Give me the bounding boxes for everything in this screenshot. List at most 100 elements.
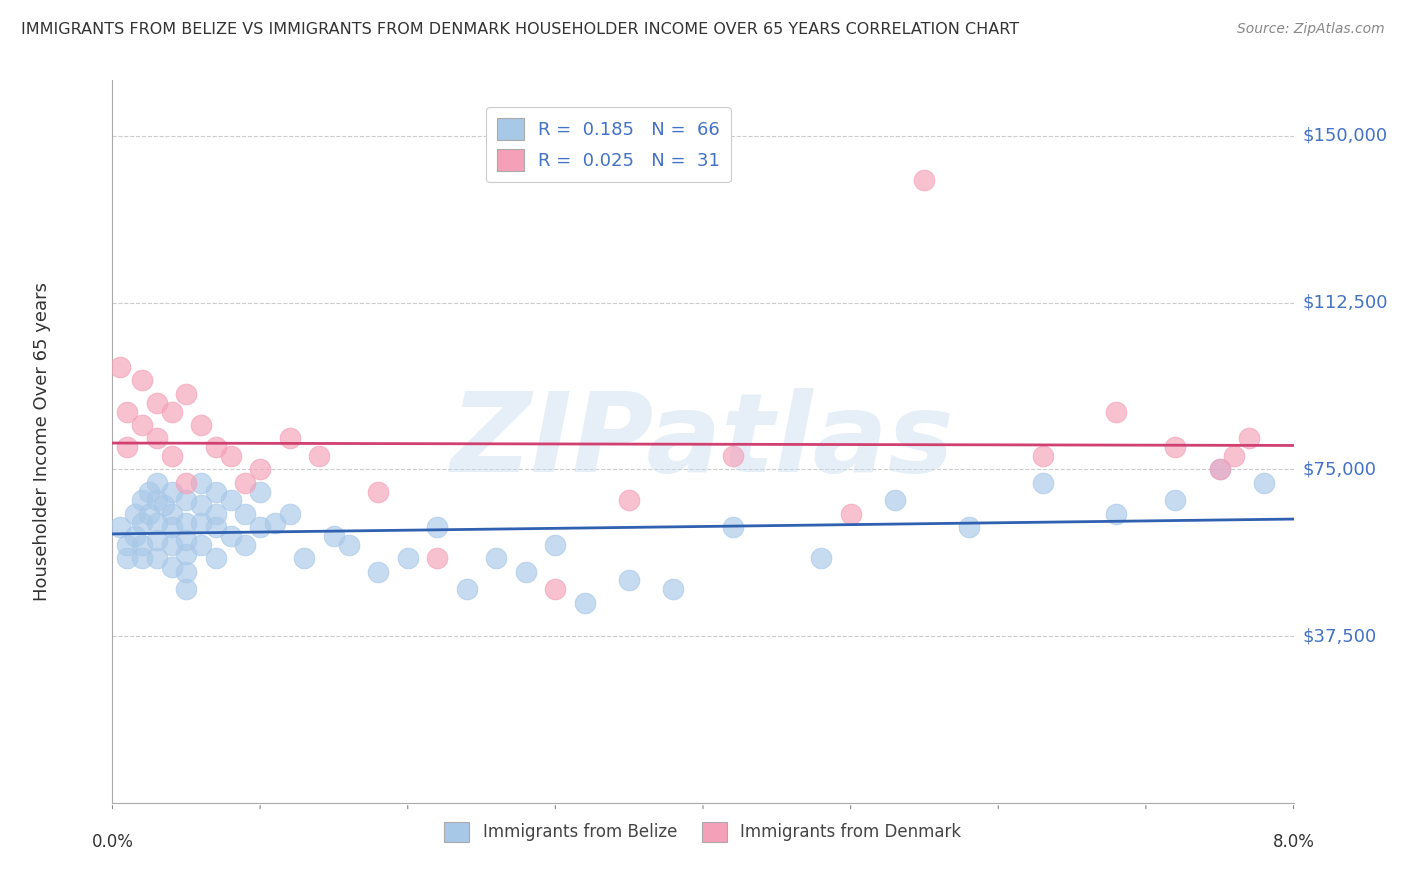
Point: [721, 520, 744, 534]
Point: [1164, 440, 1187, 454]
Point: [146, 551, 169, 566]
Point: [278, 507, 301, 521]
Point: [160, 520, 183, 534]
Point: [131, 373, 153, 387]
Point: [131, 538, 153, 552]
Point: [205, 440, 228, 454]
Point: [485, 551, 508, 566]
Text: Source: ZipAtlas.com: Source: ZipAtlas.com: [1237, 22, 1385, 37]
Point: [160, 507, 183, 521]
Point: [264, 516, 287, 530]
Point: [174, 547, 197, 561]
Point: [108, 520, 131, 534]
Point: [205, 551, 228, 566]
Point: [117, 440, 138, 454]
Text: IMMIGRANTS FROM BELIZE VS IMMIGRANTS FROM DENMARK HOUSEHOLDER INCOME OVER 65 YEA: IMMIGRANTS FROM BELIZE VS IMMIGRANTS FRO…: [21, 22, 1019, 37]
Point: [1239, 431, 1261, 445]
Point: [1032, 475, 1054, 490]
Point: [146, 431, 169, 445]
Text: 8.0%: 8.0%: [1272, 833, 1315, 851]
Point: [117, 538, 138, 552]
Point: [249, 484, 271, 499]
Point: [396, 551, 419, 566]
Point: [662, 582, 685, 597]
Point: [146, 533, 169, 548]
Point: [174, 493, 197, 508]
Point: [160, 449, 183, 463]
Point: [117, 551, 138, 566]
Point: [1032, 449, 1054, 463]
Point: [1105, 404, 1128, 418]
Text: ZIPatlas: ZIPatlas: [451, 388, 955, 495]
Point: [205, 484, 228, 499]
Point: [174, 386, 197, 401]
Point: [117, 404, 138, 418]
Point: [544, 582, 567, 597]
Point: [124, 529, 146, 543]
Point: [1253, 475, 1275, 490]
Point: [337, 538, 360, 552]
Point: [153, 498, 176, 512]
Point: [131, 417, 153, 432]
Point: [233, 538, 256, 552]
Point: [160, 404, 183, 418]
Point: [138, 484, 160, 499]
Point: [190, 538, 212, 552]
Point: [219, 493, 242, 508]
Point: [1164, 493, 1187, 508]
Point: [323, 529, 346, 543]
Text: $150,000: $150,000: [1303, 127, 1388, 145]
Point: [160, 560, 183, 574]
Text: $75,000: $75,000: [1303, 460, 1376, 478]
Legend: Immigrants from Belize, Immigrants from Denmark: Immigrants from Belize, Immigrants from …: [437, 815, 969, 848]
Point: [1208, 462, 1232, 476]
Point: [160, 538, 183, 552]
Point: [146, 395, 169, 409]
Point: [233, 507, 256, 521]
Point: [205, 520, 228, 534]
Point: [292, 551, 315, 566]
Point: [426, 551, 449, 566]
Point: [146, 493, 169, 508]
Point: [367, 484, 389, 499]
Point: [160, 484, 183, 499]
Point: [367, 565, 389, 579]
Point: [456, 582, 478, 597]
Point: [190, 516, 212, 530]
Point: [810, 551, 832, 566]
Point: [914, 173, 936, 187]
Point: [544, 538, 567, 552]
Point: [308, 449, 330, 463]
Point: [131, 493, 153, 508]
Point: [721, 449, 744, 463]
Point: [884, 493, 907, 508]
Point: [190, 475, 212, 490]
Point: [249, 520, 271, 534]
Point: [146, 516, 169, 530]
Text: 0.0%: 0.0%: [91, 833, 134, 851]
Point: [1105, 507, 1128, 521]
Text: $112,500: $112,500: [1303, 293, 1389, 311]
Point: [174, 516, 197, 530]
Point: [839, 507, 862, 521]
Point: [174, 565, 197, 579]
Text: $37,500: $37,500: [1303, 627, 1378, 645]
Point: [619, 574, 641, 588]
Point: [174, 582, 197, 597]
Point: [174, 475, 197, 490]
Point: [205, 507, 228, 521]
Point: [1223, 449, 1246, 463]
Point: [190, 417, 212, 432]
Point: [233, 475, 256, 490]
Point: [515, 565, 537, 579]
Point: [1208, 462, 1232, 476]
Point: [219, 529, 242, 543]
Point: [131, 551, 153, 566]
Point: [131, 516, 153, 530]
Point: [574, 596, 596, 610]
Point: [249, 462, 271, 476]
Point: [108, 360, 131, 375]
Point: [957, 520, 980, 534]
Point: [174, 533, 197, 548]
Point: [138, 507, 160, 521]
